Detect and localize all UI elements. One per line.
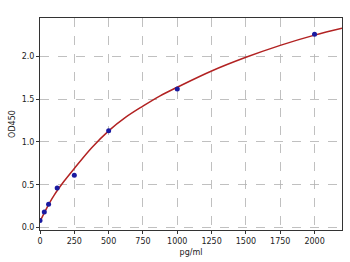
svg-text:1250: 1250: [201, 237, 221, 246]
svg-text:2000: 2000: [304, 237, 324, 246]
svg-text:1.0: 1.0: [22, 138, 35, 147]
svg-text:1.5: 1.5: [22, 95, 35, 104]
svg-text:750: 750: [135, 237, 150, 246]
svg-text:2.0: 2.0: [22, 52, 35, 61]
svg-text:0: 0: [37, 237, 42, 246]
svg-text:0.5: 0.5: [22, 180, 35, 189]
svg-text:1500: 1500: [236, 237, 256, 246]
svg-text:0.0: 0.0: [22, 223, 35, 232]
svg-text:1750: 1750: [270, 237, 290, 246]
svg-text:pg/ml: pg/ml: [180, 248, 203, 257]
svg-text:OD450: OD450: [8, 110, 17, 138]
svg-text:1000: 1000: [167, 237, 187, 246]
svg-text:250: 250: [67, 237, 82, 246]
svg-text:500: 500: [101, 237, 116, 246]
